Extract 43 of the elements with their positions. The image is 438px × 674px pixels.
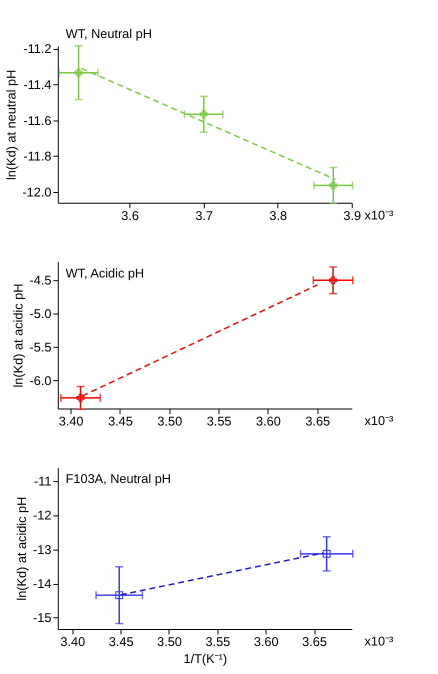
x-tick-label: 3.50: [157, 414, 182, 429]
x-tick-label: 3.7: [195, 208, 214, 223]
x-tick-label: 3.45: [108, 414, 133, 429]
x-tick-label: 3.55: [206, 414, 232, 429]
y-tick-label: -12: [33, 508, 52, 523]
y-tick-label: -13: [33, 542, 52, 557]
y-axis-title: ln(Kd) at acidic pH: [14, 496, 30, 601]
text: x10⁻³: [364, 207, 394, 222]
y-tick-label: -5.5: [30, 340, 52, 355]
y-axis-title: ln(Kd) at neutral pH: [4, 70, 19, 180]
x-tick-label: 3.6: [121, 208, 139, 223]
y-axis-title: ln(Kd) at acidic pH: [10, 284, 26, 388]
y-tick-label: -11.8: [23, 148, 52, 164]
chart-title: WT, Neutral pH: [66, 26, 152, 42]
y-tick-label: -14: [33, 576, 52, 591]
point: [329, 181, 338, 190]
x-tick-label: 3.65: [305, 414, 330, 429]
x-tick-label: 3.40: [58, 414, 84, 429]
y-tick-label: -5.0: [30, 306, 52, 322]
y-tick-label: -4.5: [30, 272, 52, 288]
chart-title: F103A, Neutral pH: [66, 471, 171, 486]
y-tick-label: -12.0: [22, 184, 52, 200]
x-tick-label: 3.55: [205, 634, 230, 650]
x-tick-label: 3.8: [269, 208, 288, 223]
x-tick-label: 3.50: [157, 634, 182, 650]
text: x10⁻³: [364, 413, 394, 428]
x-tick-label: 3.40: [60, 634, 86, 650]
point: [74, 68, 82, 77]
y-tick-label: -11: [34, 473, 52, 488]
x-tick-label: 3.60: [254, 634, 279, 650]
y-tick-label: -6.0: [30, 372, 52, 388]
x-tick-label: 3.9: [343, 208, 362, 223]
x-tick-label: 3.45: [108, 634, 134, 650]
y-tick-label: -15: [33, 610, 52, 626]
x-axis-title: 1/T(K⁻¹): [183, 650, 228, 666]
point: [200, 110, 208, 118]
y-tick-label: -11.6: [23, 112, 52, 128]
y-tick-label: -11.2: [23, 41, 52, 56]
x-tick-label: 3.60: [256, 414, 281, 429]
y-tick-label: -11.4: [23, 76, 52, 92]
text: x10⁻³: [364, 634, 394, 649]
chart-title: WT, Acidic pH: [66, 265, 144, 280]
x-tick-label: 3.65: [302, 634, 327, 650]
